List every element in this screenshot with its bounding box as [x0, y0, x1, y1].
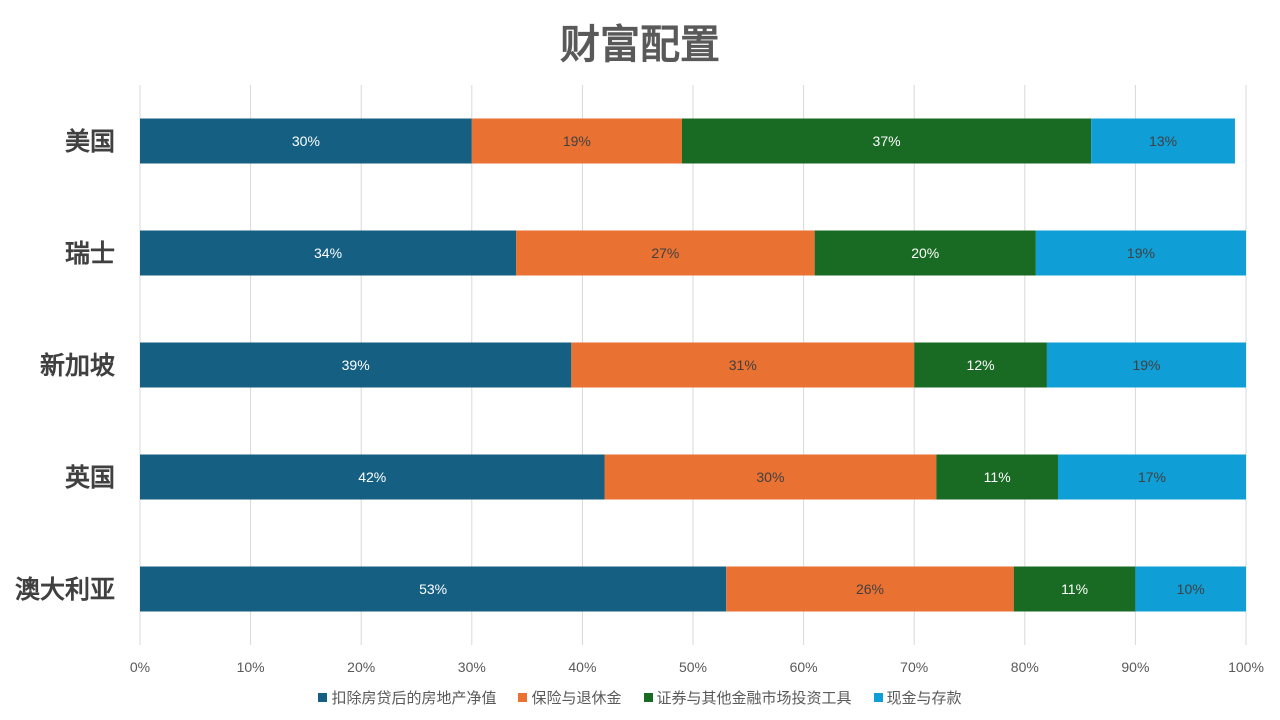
legend-item: 扣除房贷后的房地产净值	[318, 687, 496, 708]
legend-item: 现金与存款	[873, 687, 962, 708]
x-tick-label: 30%	[458, 659, 486, 675]
data-label: 30%	[292, 133, 320, 149]
bar-segment	[814, 230, 1036, 276]
bar-segment	[471, 118, 682, 164]
bar-segment	[1035, 230, 1246, 276]
data-label: 27%	[651, 245, 679, 261]
data-label: 39%	[342, 357, 370, 373]
data-label: 20%	[911, 245, 939, 261]
legend: 扣除房贷后的房地产净值 保险与退休金 证券与其他金融市场投资工具 现金与存款	[0, 687, 1280, 708]
data-label: 34%	[314, 245, 342, 261]
category-label: 澳大利亚	[15, 575, 115, 604]
bar-segment	[1013, 566, 1136, 612]
x-tick-label: 20%	[347, 659, 375, 675]
data-label: 19%	[1132, 357, 1160, 373]
data-label: 11%	[1061, 581, 1088, 597]
data-label: 31%	[729, 357, 757, 373]
bar-segment	[140, 230, 517, 276]
legend-swatch	[873, 693, 883, 702]
bar-segment	[1091, 118, 1235, 164]
data-label: 53%	[419, 581, 447, 597]
data-label: 26%	[856, 581, 884, 597]
category-label: 瑞士	[65, 239, 115, 268]
bar-segment	[914, 342, 1047, 388]
data-label: 12%	[967, 357, 995, 373]
bar-segment	[516, 230, 815, 276]
legend-swatch	[518, 693, 528, 702]
x-tick-label: 50%	[679, 659, 707, 675]
legend-item: 证券与其他金融市场投资工具	[643, 687, 852, 708]
bar-segment	[1057, 454, 1246, 500]
legend-label: 证券与其他金融市场投资工具	[656, 689, 852, 707]
legend-label: 现金与存款	[886, 689, 962, 707]
chart-title: 财富配置	[560, 22, 720, 68]
category-label: 新加坡	[40, 351, 115, 380]
data-label: 19%	[1127, 245, 1155, 261]
bar-segment	[140, 118, 472, 164]
x-tick-label: 0%	[130, 659, 150, 675]
data-label: 19%	[563, 133, 591, 149]
legend-label: 保险与退休金	[531, 689, 622, 707]
data-label: 11%	[984, 469, 1011, 485]
legend-label: 扣除房贷后的房地产净值	[331, 689, 497, 707]
bar-segment	[604, 454, 937, 500]
bar-segment	[726, 566, 1014, 612]
legend-swatch	[643, 693, 653, 702]
data-label: 37%	[873, 133, 901, 149]
x-tick-label: 10%	[237, 659, 265, 675]
x-tick-label: 70%	[900, 659, 928, 675]
bar-segment	[140, 342, 572, 388]
bar-segment	[140, 454, 605, 500]
x-tick-label: 60%	[790, 659, 818, 675]
bar-segment	[571, 342, 915, 388]
legend-swatch	[318, 693, 328, 702]
category-label: 英国	[65, 463, 115, 492]
bar-segment	[681, 118, 1092, 164]
x-tick-label: 80%	[1011, 659, 1039, 675]
data-label: 17%	[1138, 469, 1166, 485]
data-label: 30%	[756, 469, 784, 485]
data-label: 10%	[1177, 581, 1205, 597]
bar-segment	[1046, 342, 1246, 388]
bar-segment	[1135, 566, 1246, 612]
bar-segment	[140, 566, 727, 612]
x-tick-label: 100%	[1228, 659, 1264, 675]
x-tick-label: 40%	[568, 659, 596, 675]
bar-segment	[936, 454, 1058, 500]
data-label: 13%	[1149, 133, 1177, 149]
data-label: 42%	[358, 469, 386, 485]
category-label: 美国	[65, 127, 115, 156]
legend-item: 保险与退休金	[518, 687, 622, 708]
x-tick-label: 90%	[1121, 659, 1149, 675]
